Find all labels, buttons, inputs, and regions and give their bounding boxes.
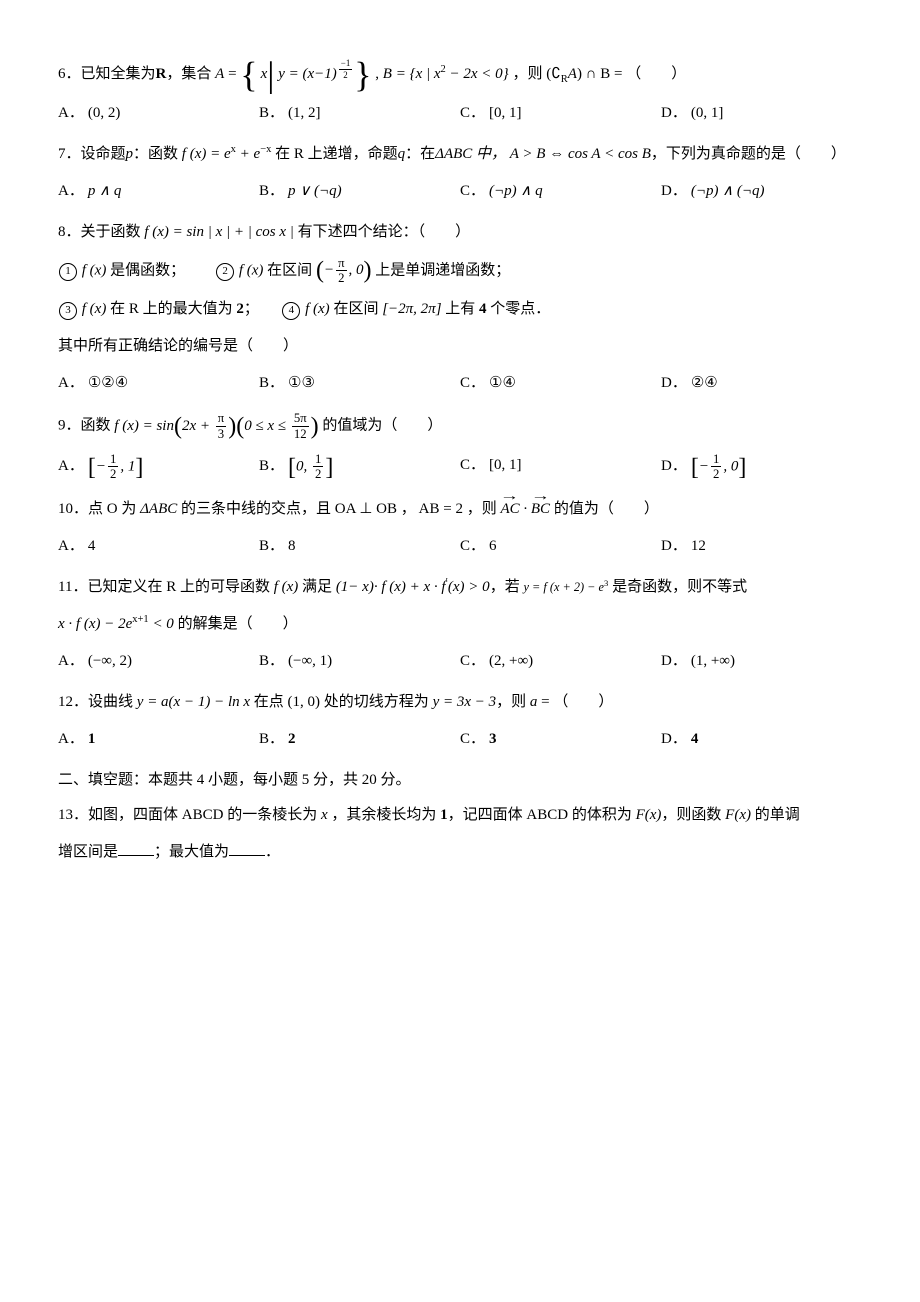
q11-number: 11． <box>58 579 87 595</box>
q6-A-eq: = <box>224 66 240 82</box>
q7-option-b: B．p ∨ (¬q) <box>259 178 460 205</box>
q6-b-val: (1, 2] <box>288 100 321 127</box>
q7-option-c: C．(¬p) ∧ q <box>460 178 661 205</box>
q8-option-b: B．①③ <box>259 370 460 397</box>
q11-g: y = f (x + 2) − e3 <box>523 580 608 594</box>
q6-set-B: B = {x | x2 − 2x < 0} <box>383 66 509 82</box>
q11-options: A．(−∞, 2) B．(−∞, 1) C．(2, +∞) D．(1, +∞) <box>58 648 862 675</box>
q9-number: 9． <box>58 418 81 434</box>
question-13-line2: 增区间是；最大值为． <box>58 839 862 866</box>
q13-number: 13． <box>58 807 88 823</box>
circled-4-icon: 4 <box>282 302 300 320</box>
q6-option-b: B．(1, 2] <box>259 100 460 127</box>
q6-option-c: C．[0, 1] <box>460 100 661 127</box>
q6-R: R <box>156 66 167 82</box>
question-10: 10．点 O 为 ΔABC 的三条中线的交点，且 OA ⊥ OB ， AB = … <box>58 496 862 560</box>
q10-number: 10． <box>58 501 88 517</box>
q11-option-a: A．(−∞, 2) <box>58 648 259 675</box>
fill-blank-1 <box>118 840 154 856</box>
q12-option-d: D．4 <box>661 726 862 753</box>
question-6-text: 6．已知全集为R，集合 A = { x| y = (x−1)−12} , B =… <box>58 58 862 90</box>
q9-option-d: D．[−12, 0] <box>661 452 862 483</box>
question-13: 13．如图，四面体 ABCD 的一条棱长为 x ，其余棱长均为 1，记四面体 A… <box>58 802 862 866</box>
q11-ineq: x · f (x) − 2ex+1 < 0 <box>58 616 174 632</box>
question-13-text: 13．如图，四面体 ABCD 的一条棱长为 x ，其余棱长均为 1，记四面体 A… <box>58 802 862 829</box>
q9-option-a: A．[−12, 1] <box>58 452 259 483</box>
q9-options: A．[−12, 1] B．[0, 12] C．[0, 1] D．[−12, 0] <box>58 452 862 483</box>
q8-summary: 其中所有正确结论的编号是（ ） <box>58 333 862 360</box>
q6-complement: (∁RA) ∩ B = （ ） <box>546 66 686 82</box>
q10-option-d: D．12 <box>661 533 862 560</box>
pipe-icon: | <box>267 54 274 94</box>
q7-options: A．p ∧ q B．p ∨ (¬q) C．(¬p) ∧ q D．(¬p) ∧ (… <box>58 178 862 205</box>
q8-item2-int: (−π2, 0) <box>316 262 372 278</box>
question-12: 12．设曲线 y = a(x − 1) − ln x 在点 (1, 0) 处的切… <box>58 689 862 753</box>
question-11-text: 11．已知定义在 R 上的可导函数 f (x) 满足 (1− x)· f (x)… <box>58 574 862 601</box>
question-12-text: 12．设曲线 y = a(x − 1) − ln x 在点 (1, 0) 处的切… <box>58 689 862 716</box>
question-10-text: 10．点 O 为 ΔABC 的三条中线的交点，且 OA ⊥ OB ， AB = … <box>58 496 862 523</box>
q7-fx: f (x) = ex + e−x <box>182 146 272 162</box>
circled-3-icon: 3 <box>59 302 77 320</box>
q7-number: 7． <box>58 146 81 162</box>
q12-options: A．1 B．2 C．3 D．4 <box>58 726 862 753</box>
q11-option-b: B．(−∞, 1) <box>259 648 460 675</box>
q8-options: A．①②④ B．①③ C．①④ D．②④ <box>58 370 862 397</box>
q9-option-b: B．[0, 12] <box>259 452 460 483</box>
question-9-text: 9．函数 f (x) = sin(2x + π3)(0 ≤ x ≤ 5π12) … <box>58 411 862 442</box>
q11-option-c: C．(2, +∞) <box>460 648 661 675</box>
q8-number: 8． <box>58 224 81 240</box>
q8-option-a: A．①②④ <box>58 370 259 397</box>
q6-t2: ，集合 <box>166 66 211 82</box>
vector-BC: BC <box>531 496 550 523</box>
q7-option-d: D．(¬p) ∧ (¬q) <box>661 178 862 205</box>
q6-t3: ，则 <box>512 66 542 82</box>
circled-1-icon: 1 <box>59 263 77 281</box>
q6-t1: 已知全集为 <box>81 66 156 82</box>
q6-option-d: D．(0, 1] <box>661 100 862 127</box>
q9-fx: f (x) = sin(2x + π3)(0 ≤ x ≤ 5π12) <box>114 418 318 434</box>
q11-cond: (1− x)· f (x) + x · f′(x) > 0 <box>336 579 490 595</box>
question-8-text: 8．关于函数 f (x) = sin | x | + | cos x | 有下述… <box>58 219 862 246</box>
q8-option-c: C．①④ <box>460 370 661 397</box>
circled-2-icon: 2 <box>216 263 234 281</box>
q6-A-exp: −12 <box>337 64 354 75</box>
q12-option-b: B．2 <box>259 726 460 753</box>
q6-A-cond: y = (x−1) <box>278 66 337 82</box>
vector-AC: AC <box>500 496 519 523</box>
q9-option-c: C．[0, 1] <box>460 452 661 483</box>
q6-number: 6． <box>58 66 81 82</box>
question-6: 6．已知全集为R，集合 A = { x| y = (x−1)−12} , B =… <box>58 58 862 127</box>
q10-option-b: B．8 <box>259 533 460 560</box>
lbrace-icon: { <box>240 54 257 94</box>
q8-option-d: D．②④ <box>661 370 862 397</box>
q6-a-val: (0, 2) <box>88 100 121 127</box>
question-11: 11．已知定义在 R 上的可导函数 f (x) 满足 (1− x)· f (x)… <box>58 574 862 675</box>
q7-option-a: A．p ∧ q <box>58 178 259 205</box>
q11-option-d: D．(1, +∞) <box>661 648 862 675</box>
q6-A-sym: A <box>215 66 224 82</box>
section-2-heading: 二、填空题：本题共 4 小题，每小题 5 分，共 20 分。 <box>58 767 862 794</box>
question-8: 8．关于函数 f (x) = sin | x | + | cos x | 有下述… <box>58 219 862 398</box>
q6-d-val: (0, 1] <box>691 100 724 127</box>
q12-option-a: A．1 <box>58 726 259 753</box>
question-7: 7．设命题p：函数 f (x) = ex + e−x 在 R 上递增，命题q：在… <box>58 141 862 205</box>
q12-number: 12． <box>58 694 88 710</box>
q6-option-a: A．(0, 2) <box>58 100 259 127</box>
q6-c-val: [0, 1] <box>489 100 522 127</box>
q6-set-A: A = { x| y = (x−1)−12} <box>215 66 375 82</box>
question-7-text: 7．设命题p：函数 f (x) = ex + e−x 在 R 上递增，命题q：在… <box>58 141 862 168</box>
q8-line1: 1 f (x) 是偶函数； 2 f (x) 在区间 (−π2, 0) 上是单调递… <box>58 256 862 287</box>
q6-options: A．(0, 2) B．(1, 2] C．[0, 1] D．(0, 1] <box>58 100 862 127</box>
q12-option-c: C．3 <box>460 726 661 753</box>
rbrace-icon: } <box>354 54 371 94</box>
question-9: 9．函数 f (x) = sin(2x + π3)(0 ≤ x ≤ 5π12) … <box>58 411 862 482</box>
q10-option-a: A．4 <box>58 533 259 560</box>
q10-options: A．4 B．8 C．6 D．12 <box>58 533 862 560</box>
q10-option-c: C．6 <box>460 533 661 560</box>
question-11-line2: x · f (x) − 2ex+1 < 0 的解集是（ ） <box>58 611 862 638</box>
q8-line2: 3 f (x) 在 R 上的最大值为 2； 4 f (x) 在区间 [−2π, … <box>58 296 862 323</box>
fill-blank-2 <box>229 840 265 856</box>
